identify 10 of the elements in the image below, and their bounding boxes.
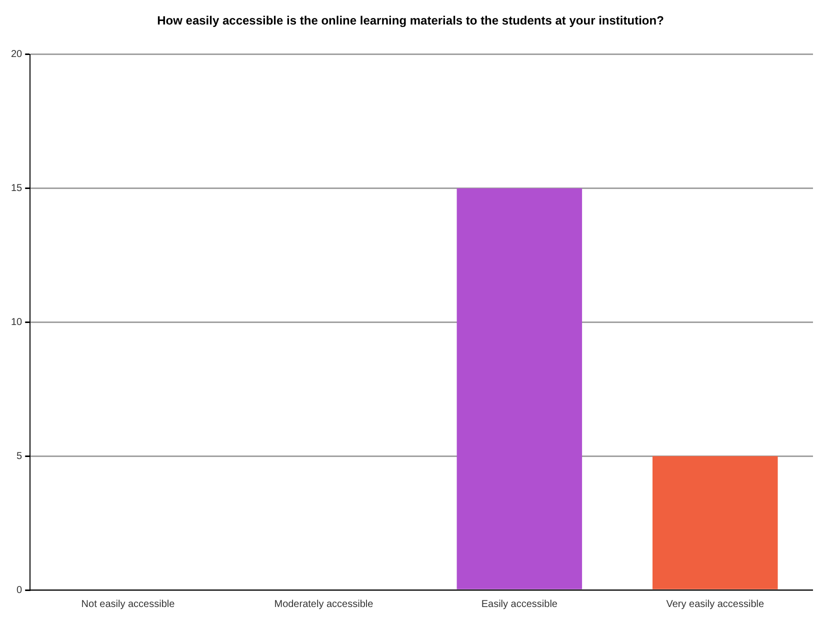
y-tick-label: 5 [16, 450, 23, 462]
y-tick-label: 0 [16, 584, 23, 596]
x-tick-label: Moderately accessible [274, 598, 374, 610]
y-tick-label: 20 [11, 49, 23, 60]
x-tick-label: Very easily accessible [666, 598, 764, 610]
chart-title: How easily accessible is the online learning materials to the students at your institution? [157, 14, 664, 28]
y-tick-label: 15 [11, 183, 23, 194]
x-tick-label: Easily accessible [481, 598, 558, 610]
y-tick-label: 10 [11, 316, 23, 328]
x-tick-label: Not easily accessible [81, 598, 176, 610]
